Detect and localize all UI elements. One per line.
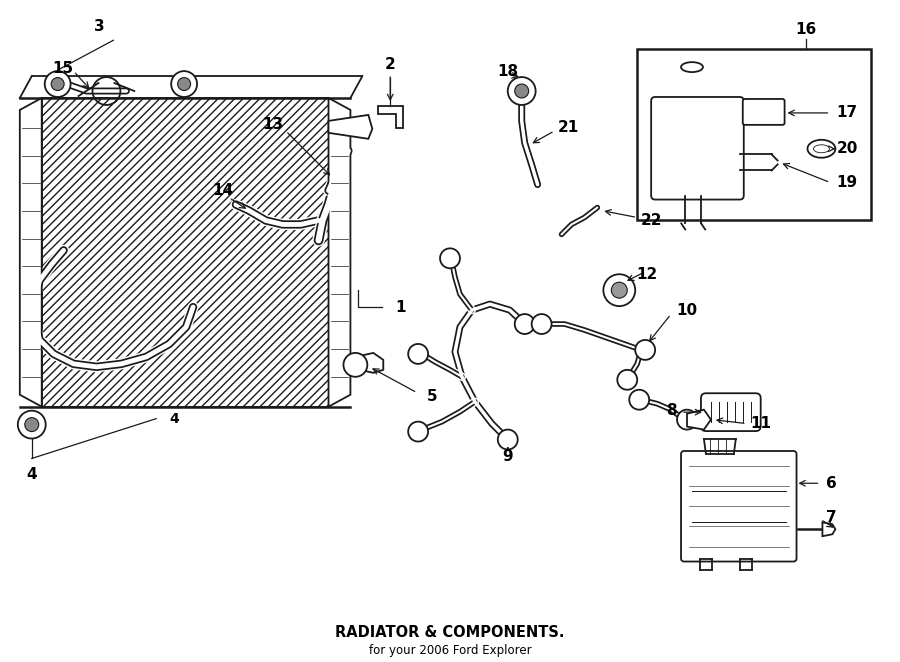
Circle shape xyxy=(344,353,367,377)
Text: 12: 12 xyxy=(636,267,658,282)
Text: 5: 5 xyxy=(428,389,437,404)
FancyBboxPatch shape xyxy=(701,393,760,431)
Circle shape xyxy=(629,390,649,410)
Circle shape xyxy=(617,370,637,390)
FancyBboxPatch shape xyxy=(652,97,743,199)
Text: 11: 11 xyxy=(751,416,771,431)
Text: RADIATOR & COMPONENTS.: RADIATOR & COMPONENTS. xyxy=(335,625,565,640)
Circle shape xyxy=(532,314,552,334)
Circle shape xyxy=(515,314,535,334)
Polygon shape xyxy=(687,410,711,430)
Circle shape xyxy=(498,430,518,449)
FancyBboxPatch shape xyxy=(742,99,785,125)
Text: 4: 4 xyxy=(26,467,37,482)
Circle shape xyxy=(409,422,428,442)
Text: 10: 10 xyxy=(677,303,698,318)
Circle shape xyxy=(515,84,528,98)
Polygon shape xyxy=(328,115,373,139)
Text: 17: 17 xyxy=(836,105,858,120)
Polygon shape xyxy=(378,106,403,128)
Circle shape xyxy=(177,77,191,91)
Polygon shape xyxy=(823,522,835,536)
Circle shape xyxy=(18,410,46,438)
Text: for your 2006 Ford Explorer: for your 2006 Ford Explorer xyxy=(369,644,531,657)
Circle shape xyxy=(603,274,635,306)
Ellipse shape xyxy=(807,140,835,158)
Circle shape xyxy=(508,77,536,105)
Text: 22: 22 xyxy=(641,213,662,228)
Text: 19: 19 xyxy=(836,175,858,190)
Ellipse shape xyxy=(681,62,703,72)
Text: 14: 14 xyxy=(212,183,233,198)
Text: 16: 16 xyxy=(795,23,816,37)
Text: 18: 18 xyxy=(497,64,518,79)
Circle shape xyxy=(677,410,697,430)
Polygon shape xyxy=(356,353,383,373)
Text: 2: 2 xyxy=(385,57,396,71)
Text: 7: 7 xyxy=(826,510,837,525)
Circle shape xyxy=(611,282,627,298)
Circle shape xyxy=(409,344,428,364)
Polygon shape xyxy=(328,98,350,406)
Text: 4: 4 xyxy=(169,412,179,426)
Circle shape xyxy=(25,418,39,432)
FancyBboxPatch shape xyxy=(681,451,796,561)
Circle shape xyxy=(635,340,655,360)
Circle shape xyxy=(45,71,70,97)
Ellipse shape xyxy=(814,145,830,153)
Text: 3: 3 xyxy=(94,19,104,34)
Text: 6: 6 xyxy=(826,476,837,491)
Circle shape xyxy=(440,248,460,268)
Text: 21: 21 xyxy=(557,120,579,135)
Text: 8: 8 xyxy=(666,402,677,418)
Text: 13: 13 xyxy=(262,117,284,132)
Text: 1: 1 xyxy=(395,300,406,314)
Circle shape xyxy=(51,77,64,91)
Text: 15: 15 xyxy=(52,61,74,75)
Text: 20: 20 xyxy=(836,141,858,156)
Text: 9: 9 xyxy=(502,449,513,464)
Polygon shape xyxy=(20,98,41,406)
Circle shape xyxy=(171,71,197,97)
Bar xyxy=(637,49,871,220)
